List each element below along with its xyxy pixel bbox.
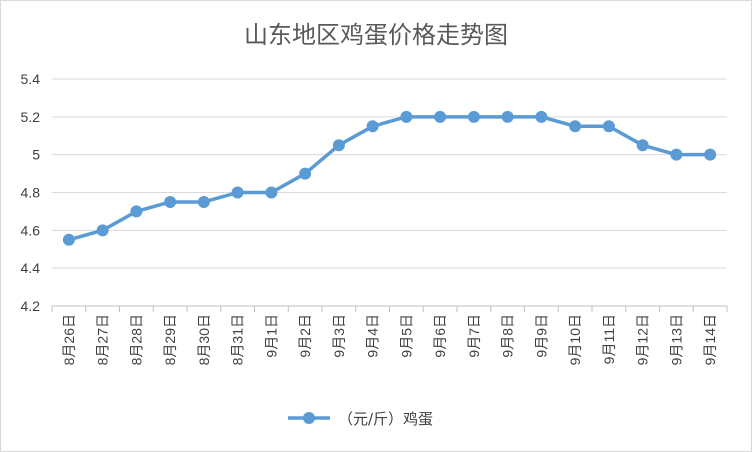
legend-label: （元/斤）鸡蛋 bbox=[338, 410, 433, 428]
chart-title: 山东地区鸡蛋价格走势图 bbox=[244, 21, 508, 49]
data-point bbox=[164, 195, 177, 208]
series-line bbox=[67, 115, 712, 242]
x-tick-label: 9月14日 bbox=[702, 314, 718, 365]
y-tick-label: 5.2 bbox=[21, 109, 41, 125]
x-tick-label: 9月10日 bbox=[567, 314, 583, 365]
y-tick-label: 4.6 bbox=[21, 222, 41, 238]
x-tick-label: 9月1日 bbox=[263, 314, 279, 358]
legend-marker bbox=[303, 412, 315, 424]
x-axis-labels: 8月26日 8月27日 8月28日 8月29日 8月30日 8月31日 9月1日 9月2日 9月… bbox=[61, 314, 718, 365]
x-tick-label: 9月3日 bbox=[331, 314, 347, 358]
x-tick-label: 8月28日 bbox=[128, 314, 144, 365]
x-tick-label: 9月12日 bbox=[635, 314, 651, 365]
gridlines bbox=[52, 78, 727, 269]
data-point bbox=[197, 195, 210, 208]
data-point bbox=[670, 148, 683, 161]
x-axis bbox=[51, 305, 728, 312]
data-point bbox=[636, 139, 649, 152]
data-point bbox=[130, 205, 143, 218]
data-point bbox=[467, 110, 480, 123]
y-axis: 4.2 4.4 4.6 4.8 5 5.2 5.4 bbox=[21, 71, 41, 314]
data-point bbox=[231, 186, 244, 199]
data-point bbox=[96, 224, 109, 237]
x-tick-label: 9月6日 bbox=[432, 314, 448, 358]
x-tick-label: 9月5日 bbox=[398, 314, 414, 358]
data-point bbox=[332, 139, 345, 152]
data-point bbox=[434, 110, 447, 123]
x-tick-label: 9月7日 bbox=[466, 314, 482, 358]
x-tick-label: 8月31日 bbox=[230, 314, 246, 365]
x-tick-label: 9月11日 bbox=[601, 314, 617, 364]
x-tick-label: 9月13日 bbox=[668, 314, 684, 365]
data-point bbox=[535, 110, 548, 123]
data-point bbox=[62, 233, 75, 246]
data-point bbox=[400, 110, 413, 123]
y-tick-label: 4.2 bbox=[21, 298, 41, 314]
series-layer bbox=[62, 110, 717, 246]
data-point bbox=[569, 120, 582, 133]
x-tick-label: 9月4日 bbox=[365, 314, 381, 358]
y-tick-label: 4.8 bbox=[21, 185, 41, 201]
x-tick-label: 8月27日 bbox=[95, 314, 111, 365]
data-point bbox=[501, 110, 514, 123]
x-tick-label: 8月26日 bbox=[61, 314, 77, 365]
data-point bbox=[366, 120, 379, 133]
data-point bbox=[299, 167, 312, 180]
y-tick-label: 5.4 bbox=[21, 71, 41, 87]
x-tick-label: 9月2日 bbox=[297, 314, 313, 358]
data-point bbox=[265, 186, 278, 199]
data-point bbox=[704, 148, 717, 161]
x-tick-label: 9月8日 bbox=[500, 314, 516, 358]
x-tick-label: 8月30日 bbox=[196, 314, 212, 365]
data-point bbox=[602, 120, 615, 133]
legend: （元/斤）鸡蛋 bbox=[288, 410, 433, 428]
y-tick-label: 5 bbox=[32, 147, 40, 163]
x-tick-label: 9月9日 bbox=[533, 314, 549, 358]
x-tick-label: 8月29日 bbox=[162, 314, 178, 365]
y-tick-label: 4.4 bbox=[21, 260, 41, 276]
